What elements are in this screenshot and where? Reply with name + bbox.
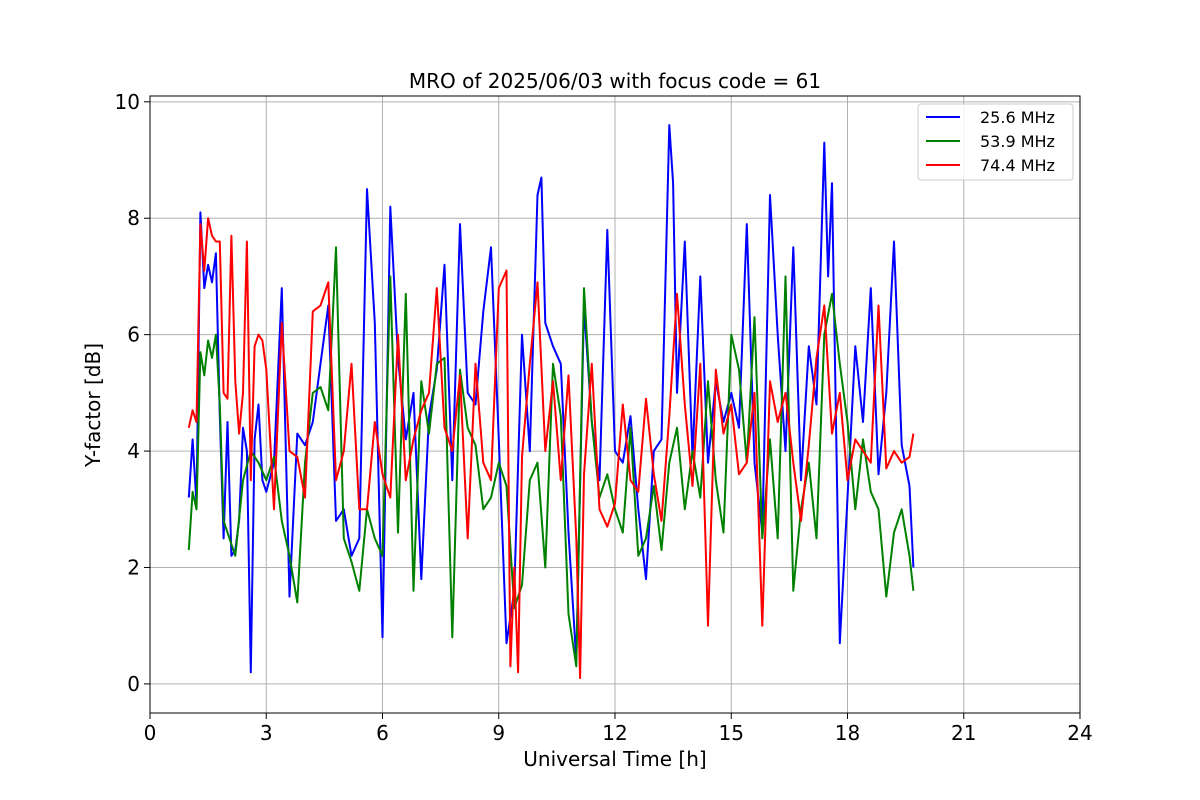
x-tick-label: 15: [719, 721, 744, 745]
legend-label-3: 74.4 MHz: [980, 156, 1055, 175]
x-tick-label: 3: [260, 721, 273, 745]
x-tick-label: 24: [1067, 721, 1092, 745]
y-tick-label: 2: [127, 555, 140, 579]
y-tick-label: 0: [127, 672, 140, 696]
series-line-3: [187, 217, 915, 680]
x-tick-label: 9: [492, 721, 505, 745]
y-axis-label: Y-factor [dB]: [81, 343, 105, 468]
x-tick-label: 6: [376, 721, 389, 745]
legend-box: [917, 103, 1074, 181]
legend: 25.6 MHz 53.9 MHz 74.4 MHz: [917, 103, 1074, 181]
series-layer: [187, 124, 915, 680]
y-tick-label: 6: [127, 323, 140, 347]
y-tick-label: 4: [127, 439, 140, 463]
series-line-1: [187, 124, 915, 674]
legend-label-2: 53.9 MHz: [980, 132, 1055, 151]
x-axis-label: Universal Time [h]: [523, 747, 706, 771]
legend-label-1: 25.6 MHz: [980, 108, 1055, 127]
x-tick-label: 0: [144, 721, 157, 745]
y-tick-label: 8: [127, 206, 140, 230]
y-axis: 0 2 4 6 8 10: [115, 90, 150, 696]
chart-title: MRO of 2025/06/03 with focus code = 61: [409, 69, 821, 93]
y-tick-label: 10: [115, 90, 140, 114]
x-tick-label: 18: [835, 721, 860, 745]
x-tick-label: 12: [602, 721, 627, 745]
x-tick-label: 21: [951, 721, 976, 745]
x-axis: 0 3 6 9 12 15 18 21 24: [144, 713, 1093, 745]
